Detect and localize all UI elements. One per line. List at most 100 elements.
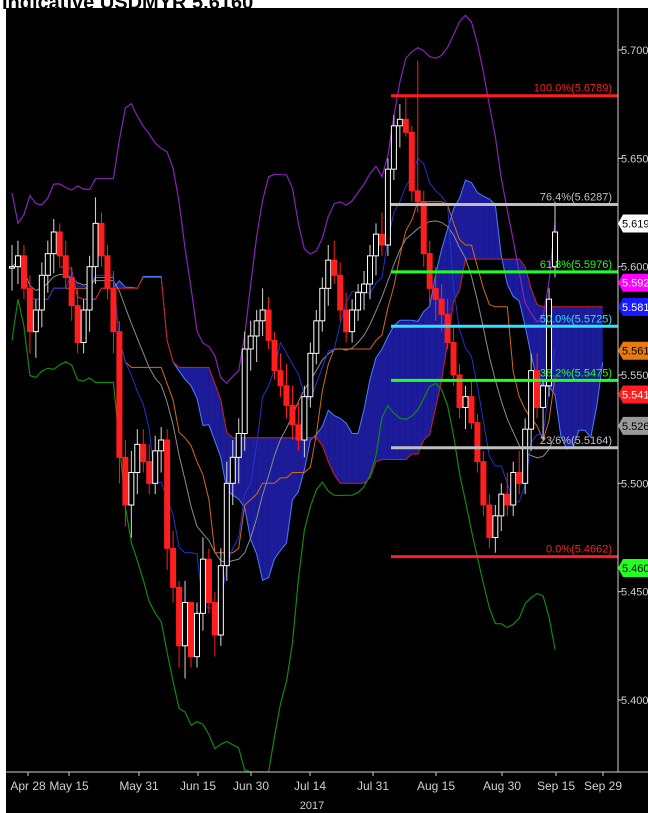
candle-down xyxy=(277,370,284,387)
candle-up xyxy=(546,298,553,387)
cloud-segment xyxy=(381,336,388,460)
candle-up xyxy=(355,292,362,311)
candle-up xyxy=(313,320,320,354)
candle-up xyxy=(223,482,230,567)
cloud-segment xyxy=(316,426,323,446)
x-tick-label: Apr 28 xyxy=(10,779,46,793)
x-tick-label: Sep 15 xyxy=(537,779,575,793)
tenkan-line xyxy=(11,157,556,609)
candle-down xyxy=(110,287,117,333)
candle-up xyxy=(384,168,391,246)
candle-up xyxy=(301,396,308,441)
cloud-segment xyxy=(572,306,579,448)
cloud-segment xyxy=(208,367,215,442)
candle-down xyxy=(265,309,272,341)
x-tick-label: Aug 15 xyxy=(417,779,455,793)
y-tick-label: 5.4000 xyxy=(621,695,648,707)
cloud-segment xyxy=(191,367,197,399)
candle-up xyxy=(307,352,314,398)
price-tag-box xyxy=(618,341,648,360)
price-tag-box xyxy=(618,297,648,316)
candle-up xyxy=(50,231,57,255)
cloud-segment xyxy=(346,423,353,484)
cloud-segment xyxy=(584,306,591,438)
candle-up xyxy=(367,255,374,285)
fib-level-label: 76.4%(5.6287) xyxy=(540,191,612,203)
candle-down xyxy=(211,602,218,636)
candle-down xyxy=(337,274,344,311)
cloud-segment xyxy=(417,311,424,455)
candle-down xyxy=(432,287,439,300)
fib-level-label: 38.2%(5.5475) xyxy=(540,367,612,379)
cloud-segment xyxy=(477,192,484,260)
price-tag-label: 5.6199 xyxy=(622,219,648,231)
price-tag-box xyxy=(618,273,648,292)
cloud-segment xyxy=(334,415,341,484)
candle-down xyxy=(26,287,33,333)
price-tag-box xyxy=(618,385,648,404)
candle-down xyxy=(295,424,302,441)
candle-down xyxy=(170,547,177,588)
cloud-segment xyxy=(566,306,573,450)
candle-down xyxy=(188,602,195,658)
fib-level-label: 23.6%(5.5164) xyxy=(540,435,612,447)
fibonacci-levels: 100.0%(5.6789) 76.4%(5.6287) 61.8%(5.5976)… xyxy=(391,83,618,559)
cloud-segment xyxy=(578,306,585,431)
cloud-segment xyxy=(292,437,299,500)
y-axis: 5.7000 5.6500 5.6000 5.5500 5.5000 5.4500 5.40… xyxy=(617,8,648,772)
candle-up xyxy=(510,472,517,506)
cloud-segment xyxy=(423,306,430,440)
price-tag-label: 5.5814 xyxy=(622,302,648,314)
candle-down xyxy=(283,385,290,406)
cloud-segment xyxy=(280,437,287,551)
candle-down xyxy=(122,456,129,506)
cloud-segment xyxy=(328,410,335,475)
cloud-segment xyxy=(268,437,275,578)
candle-up xyxy=(540,385,547,409)
cloud-segment xyxy=(196,367,203,426)
candle-up xyxy=(528,370,535,430)
cloud-segment xyxy=(519,259,526,327)
candle-down xyxy=(116,331,123,458)
mid-band-line xyxy=(11,220,556,563)
cloud-segment xyxy=(274,437,281,559)
candle-up xyxy=(349,309,356,333)
cloud-segment xyxy=(453,198,460,302)
candle-up xyxy=(235,433,242,458)
price-tag-box xyxy=(618,214,648,233)
lower-band-line xyxy=(11,299,556,773)
price-tag-box xyxy=(618,416,648,435)
candle-down xyxy=(140,443,147,463)
fib-level-label: 0.0%(5.4662) xyxy=(546,544,612,556)
candles xyxy=(9,60,558,679)
candle-up xyxy=(325,259,332,289)
cloud-segment xyxy=(489,198,496,260)
x-tick-label: Jul 14 xyxy=(294,779,326,793)
candle-down xyxy=(480,461,487,506)
candle-up xyxy=(80,309,87,343)
cloud-segment xyxy=(340,418,347,484)
y-tick-label: 5.6000 xyxy=(621,262,648,274)
candle-up xyxy=(522,428,529,484)
candle-up xyxy=(193,612,200,658)
candle-down xyxy=(343,309,350,333)
cloud-segment xyxy=(590,306,597,438)
cloud-segment xyxy=(459,180,466,291)
candle-up xyxy=(152,450,159,484)
candle-up xyxy=(552,231,558,268)
candle-down xyxy=(62,255,69,278)
cloud-segment xyxy=(531,288,538,381)
cloud-segment xyxy=(393,320,400,460)
y-tick-label: 5.7000 xyxy=(621,45,648,57)
cloud-span-b-line xyxy=(59,258,603,484)
cloud-segment xyxy=(220,399,227,490)
x-tick-label: Sep 29 xyxy=(584,779,622,793)
price-tag-box xyxy=(618,559,648,578)
cloud-segment xyxy=(286,437,293,543)
candle-down xyxy=(516,472,523,484)
x-tick-label: Jul 31 xyxy=(357,779,389,793)
candle-down xyxy=(146,461,153,484)
